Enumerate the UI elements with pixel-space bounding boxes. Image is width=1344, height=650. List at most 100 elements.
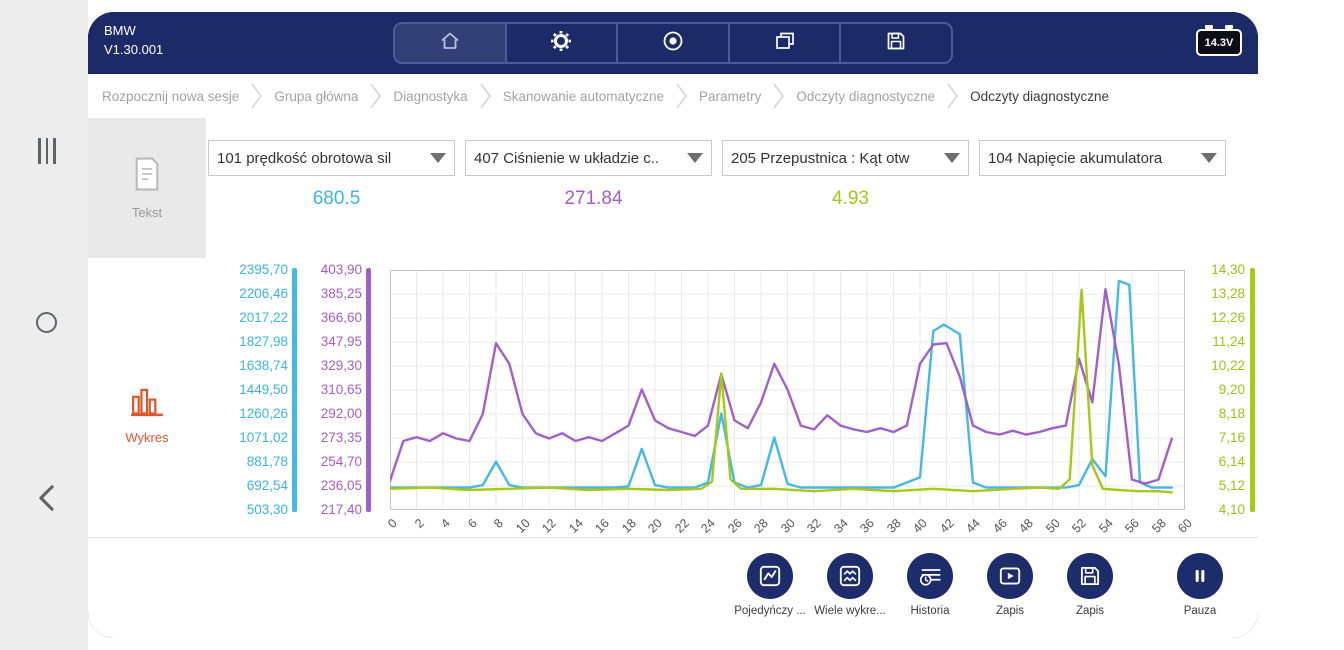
- y-axis-pressure-bar: [366, 268, 371, 512]
- chart-plot: [390, 270, 1185, 510]
- save-icon: [1067, 553, 1113, 599]
- android-nav-strip: [0, 0, 88, 650]
- x-tick-label: 6: [464, 516, 480, 531]
- tab-text-view[interactable]: Tekst: [88, 118, 206, 258]
- axis-tick-label: 2395,70: [239, 262, 288, 277]
- back-chevron-icon[interactable]: [38, 484, 55, 517]
- home-circle-icon[interactable]: [36, 312, 57, 333]
- breadcrumb-item[interactable]: Rozpocznij nowa sesje: [102, 88, 240, 104]
- x-tick-label: 24: [698, 516, 718, 536]
- x-tick-label: 0: [385, 516, 400, 531]
- app-header: BMW V1.30.001: [88, 12, 1258, 74]
- breadcrumb-chevron-icon: [676, 83, 688, 109]
- axis-tick-label: 12,26: [1211, 310, 1245, 325]
- parameter-dropdown-3[interactable]: 205 Przepustnica : Kąt otw: [722, 140, 969, 176]
- pause-label: Pauza: [1183, 605, 1217, 617]
- multi-window-button[interactable]: [730, 24, 842, 62]
- current-value-rpm: 680.5: [312, 188, 361, 209]
- x-tick-label: 32: [804, 516, 824, 536]
- parameter-dropdown-4-label: 104 Napięcie akumulatora: [988, 149, 1163, 167]
- record-button[interactable]: [618, 24, 730, 62]
- breadcrumb-item[interactable]: Grupa główna: [274, 88, 359, 104]
- multi-chart-icon: [827, 553, 873, 599]
- single-chart-button[interactable]: Pojedyńczy ...: [734, 553, 806, 617]
- axis-tick-label: 8,18: [1218, 406, 1245, 421]
- parameter-dropdown-1-label: 101 prędkość obrotowa sil: [217, 149, 392, 167]
- pause-button[interactable]: Pauza: [1164, 553, 1236, 617]
- breadcrumb-chevron-icon: [773, 83, 785, 109]
- save-record-button[interactable]: Zapis: [1054, 553, 1126, 617]
- parameter-dropdown-3-label: 205 Przepustnica : Kąt otw: [731, 149, 910, 167]
- x-tick-label: 56: [1122, 516, 1142, 536]
- axis-tick-label: 347,95: [320, 334, 362, 349]
- y-axis-rpm: 2395,70 2206,46 2017,22 1827,98 1638,74 1449,…: [216, 263, 288, 517]
- axis-tick-label: 1449,50: [239, 382, 288, 397]
- breadcrumb-item[interactable]: Diagnostyka: [393, 88, 468, 104]
- app-title: BMW V1.30.001: [104, 22, 163, 60]
- home-button[interactable]: [395, 24, 507, 62]
- record-icon: [661, 29, 685, 58]
- record-video-icon: [987, 553, 1033, 599]
- home-icon: [438, 29, 462, 58]
- y-axis-voltage-bar: [1250, 268, 1255, 512]
- x-tick-label: 58: [1148, 516, 1169, 536]
- axis-tick-label: 1260,26: [239, 406, 288, 421]
- axis-tick-label: 236,05: [320, 478, 362, 493]
- battery-voltage-value: 14.3V: [1204, 36, 1234, 49]
- axis-tick-label: 4,10: [1218, 502, 1245, 517]
- y-axis-pressure: 403,90 385,25 366,60 347,95 329,30 310,65 292,…: [302, 263, 362, 517]
- x-tick-label: 18: [618, 516, 639, 536]
- save-button[interactable]: [841, 24, 951, 62]
- record-playback-button[interactable]: Zapis: [974, 553, 1046, 617]
- axis-tick-label: 5,12: [1218, 478, 1245, 493]
- single-chart-label: Pojedyńczy ...: [734, 605, 806, 617]
- x-tick-label: 4: [438, 516, 453, 531]
- recents-icon[interactable]: [38, 138, 56, 164]
- parameter-dropdown-2[interactable]: 407 Ciśnienie w układzie c..: [465, 140, 712, 176]
- chevron-down-icon: [430, 153, 446, 163]
- single-chart-icon: [747, 553, 793, 599]
- x-tick-label: 44: [963, 516, 983, 536]
- chevron-down-icon: [687, 153, 703, 163]
- x-tick-label: 16: [592, 516, 612, 536]
- tab-chart-view[interactable]: Wykres: [88, 385, 206, 445]
- x-tick-label: 8: [491, 516, 506, 531]
- x-tick-label: 10: [512, 516, 533, 536]
- settings-gear-icon: [549, 29, 573, 58]
- x-tick-label: 22: [671, 516, 692, 536]
- app-version: V1.30.001: [104, 41, 164, 57]
- y-axis-rpm-bar: [292, 268, 297, 512]
- pause-icon: [1177, 553, 1223, 599]
- breadcrumb-item-active[interactable]: Odczyty diagnostyczne: [970, 88, 1109, 104]
- bar-chart-icon: [129, 385, 165, 422]
- document-icon: [131, 156, 163, 197]
- axis-tick-label: 6,14: [1218, 454, 1245, 469]
- breadcrumb-item[interactable]: Odczyty diagnostyczne: [796, 88, 936, 104]
- x-tick-label: 52: [1069, 516, 1089, 536]
- parameter-dropdown-1[interactable]: 101 prędkość obrotowa sil: [208, 140, 455, 176]
- x-tick-label: 40: [910, 516, 930, 536]
- axis-tick-label: 292,00: [320, 406, 362, 421]
- settings-button[interactable]: [507, 24, 619, 62]
- breadcrumb-item[interactable]: Parametry: [699, 88, 762, 104]
- axis-tick-label: 329,30: [320, 358, 362, 373]
- breadcrumb-item[interactable]: Skanowanie automatyczne: [502, 88, 665, 104]
- axis-tick-label: 2206,46: [239, 286, 288, 301]
- vehicle-make: BMW: [104, 23, 136, 38]
- header-toolbar: [393, 22, 953, 64]
- view-tab-sidebar: Tekst Wykres: [88, 118, 206, 537]
- multi-chart-button[interactable]: Wiele wykre...: [814, 553, 886, 617]
- axis-tick-label: 273,35: [320, 430, 362, 445]
- parameter-dropdown-4[interactable]: 104 Napięcie akumulatora: [979, 140, 1226, 176]
- x-tick-label: 38: [883, 516, 904, 536]
- x-tick-label: 36: [857, 516, 877, 536]
- x-tick-label: 60: [1175, 516, 1195, 536]
- battery-voltage-indicator[interactable]: 14.3V: [1196, 25, 1242, 56]
- axis-tick-label: 881,78: [246, 454, 288, 469]
- history-button[interactable]: Historia: [894, 553, 966, 617]
- axis-tick-label: 2017,22: [239, 310, 288, 325]
- current-value-throttle: 4.93: [832, 188, 869, 209]
- x-tick-label: 14: [565, 516, 586, 536]
- axis-tick-label: 11,24: [1212, 334, 1245, 349]
- x-tick-label: 34: [830, 516, 851, 536]
